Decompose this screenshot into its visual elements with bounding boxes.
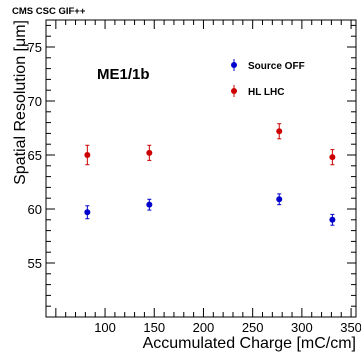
data-point	[276, 196, 283, 203]
x-tick-label: 300	[291, 320, 313, 335]
x-tick-label: 150	[143, 320, 165, 335]
plot-frame	[45, 19, 357, 318]
x-tick-label: 100	[94, 320, 116, 335]
y-tick-label: 65	[28, 148, 42, 163]
legend-label: Source OFF	[248, 61, 305, 72]
data-point	[146, 201, 153, 208]
data-point	[276, 128, 283, 135]
data-point	[84, 152, 91, 158]
data-point	[84, 209, 91, 216]
chart-header: CMS CSC GIF++	[12, 6, 86, 17]
data-point	[146, 149, 153, 156]
legend-label: HL LHC	[248, 87, 284, 98]
legend: Source OFF HL LHC	[231, 59, 305, 98]
x-tick-label: 250	[242, 320, 264, 335]
legend-marker	[231, 88, 237, 94]
data-points	[84, 123, 336, 226]
x-axis-label: Accumulated Charge [mC/cm]	[143, 335, 356, 352]
x-tick-label: 350	[340, 320, 361, 335]
panel-annotation: ME1/1b	[97, 66, 150, 83]
legend-marker	[231, 62, 237, 68]
y-axis-label: Spatial Resolution [μm]	[12, 20, 29, 185]
y-tick-labels: 55 60 65 70 75	[28, 40, 42, 271]
axis-ticks	[46, 20, 356, 318]
x-tick-labels: 100 150 200 250 300 350	[94, 320, 361, 335]
y-tick-label: 75	[28, 40, 42, 55]
y-tick-label: 70	[28, 94, 42, 109]
y-tick-label: 55	[28, 256, 42, 271]
y-tick-label: 60	[28, 202, 42, 217]
data-point	[329, 216, 336, 223]
data-point	[329, 154, 336, 161]
x-tick-label: 200	[193, 320, 215, 335]
